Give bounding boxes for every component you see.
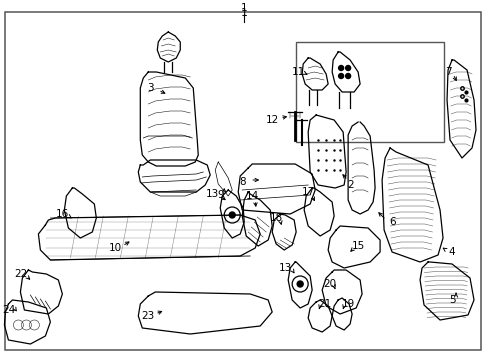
Text: 16: 16: [56, 209, 69, 219]
Text: 20: 20: [323, 279, 336, 289]
Text: 1: 1: [241, 3, 247, 13]
Text: 15: 15: [351, 241, 364, 251]
Circle shape: [345, 66, 350, 71]
Text: 19: 19: [341, 299, 354, 309]
Text: 13: 13: [205, 189, 219, 199]
Text: 1: 1: [240, 8, 247, 18]
Text: 13: 13: [278, 263, 291, 273]
Text: 24: 24: [2, 305, 15, 315]
Text: 21: 21: [318, 299, 331, 309]
Text: 22: 22: [14, 269, 27, 279]
Circle shape: [229, 212, 235, 218]
Text: 11: 11: [291, 67, 304, 77]
Circle shape: [345, 73, 350, 78]
Text: 6: 6: [388, 217, 395, 227]
Circle shape: [338, 73, 343, 78]
Text: 7: 7: [444, 67, 450, 77]
Circle shape: [297, 281, 303, 287]
Bar: [296, 42, 443, 142]
Text: 18: 18: [269, 213, 282, 223]
Text: 9: 9: [217, 190, 223, 200]
Text: 2: 2: [346, 180, 353, 190]
Circle shape: [338, 66, 343, 71]
Text: 3: 3: [147, 83, 153, 93]
Text: 8: 8: [239, 177, 245, 187]
Text: 14: 14: [245, 191, 258, 201]
Text: 17: 17: [301, 187, 314, 197]
Text: 12: 12: [265, 115, 278, 125]
Text: 10: 10: [108, 243, 122, 253]
Text: 23: 23: [142, 311, 155, 321]
Text: 5: 5: [448, 295, 454, 305]
Text: 4: 4: [448, 247, 454, 257]
